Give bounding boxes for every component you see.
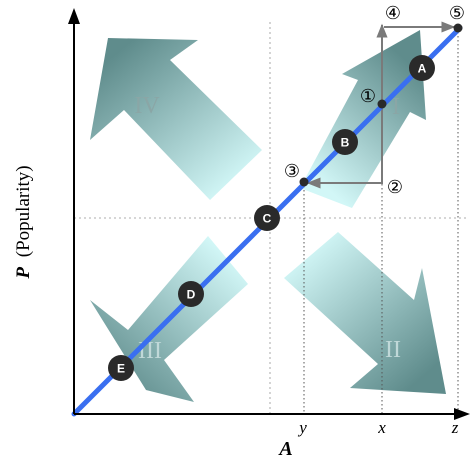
step-marker-3: ③ bbox=[284, 161, 300, 181]
tick-label-z: z bbox=[451, 418, 459, 437]
step-marker-5: ⑤ bbox=[449, 3, 465, 23]
point-a-label: A bbox=[418, 62, 427, 76]
y-axis-arrowhead bbox=[68, 8, 80, 24]
point-d-label: D bbox=[187, 288, 196, 302]
quadrant-label-lower-left: III bbox=[138, 338, 162, 364]
path-dot-5 bbox=[453, 23, 463, 33]
step-marker-4: ④ bbox=[385, 3, 401, 23]
point-c: C bbox=[254, 205, 280, 231]
point-b: B bbox=[332, 129, 358, 155]
point-a: A bbox=[409, 55, 435, 81]
point-e: E bbox=[108, 355, 134, 381]
point-e-circle bbox=[108, 355, 134, 381]
step-marker-1: ① bbox=[360, 86, 376, 106]
y-axis-title: P (Popularity) bbox=[13, 165, 34, 279]
arrow-quadrant-upper-left bbox=[90, 38, 262, 200]
point-d-circle bbox=[178, 281, 204, 307]
path-dot-3 bbox=[299, 177, 309, 187]
quadrant-label-upper-right: I bbox=[392, 94, 400, 120]
quadrant-label-lower-right: II bbox=[385, 337, 401, 363]
point-e-label: E bbox=[117, 362, 125, 376]
point-d: D bbox=[178, 281, 204, 307]
arrow-quadrant-lower-right bbox=[284, 232, 446, 394]
point-c-circle bbox=[254, 205, 280, 231]
point-b-label: B bbox=[341, 136, 350, 150]
tick-label-x: x bbox=[377, 418, 386, 437]
tick-label-y: y bbox=[297, 418, 307, 437]
point-a-circle bbox=[409, 55, 435, 81]
y-axis-title-text: (Popularity) bbox=[13, 165, 34, 257]
path-dot-1 bbox=[377, 99, 387, 109]
quadrant-label-upper-left: IV bbox=[134, 93, 160, 119]
x-axis-arrowhead bbox=[454, 408, 470, 420]
point-c-label: C bbox=[263, 212, 272, 226]
x-axis-title: A bbox=[277, 438, 292, 458]
step-marker-2: ② bbox=[387, 177, 403, 197]
arrow-quadrant-upper-right bbox=[300, 30, 426, 208]
y-axis-title-symbol: P bbox=[13, 267, 34, 280]
point-b-circle bbox=[332, 129, 358, 155]
